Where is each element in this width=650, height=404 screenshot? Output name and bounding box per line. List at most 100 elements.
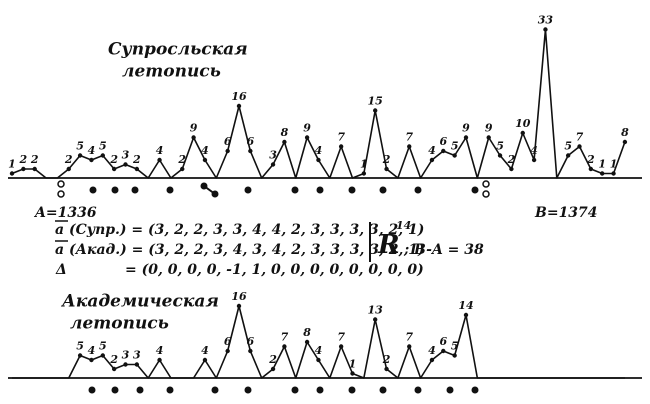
point xyxy=(202,157,208,163)
value-label: 2 xyxy=(64,153,73,166)
value-label: 7 xyxy=(405,331,413,344)
marker xyxy=(291,386,299,394)
value-label: 2 xyxy=(382,153,391,166)
annotation: ; B-A = 38 xyxy=(403,242,484,258)
point xyxy=(429,157,435,163)
point xyxy=(463,135,469,140)
point xyxy=(191,135,196,140)
value-label: 16 xyxy=(231,290,247,303)
point xyxy=(123,162,128,167)
value-label: 7 xyxy=(337,331,345,344)
marker xyxy=(348,386,356,394)
point xyxy=(452,153,457,158)
value-label: 10 xyxy=(515,117,531,130)
point xyxy=(134,166,140,172)
point xyxy=(9,171,15,176)
value-label: 6 xyxy=(247,135,255,148)
marker xyxy=(131,186,139,194)
annotation: Δ xyxy=(55,262,67,278)
value-label: 2 xyxy=(30,153,39,166)
value-label: 15 xyxy=(368,95,383,108)
marker xyxy=(166,386,174,394)
marker xyxy=(111,186,119,194)
value-label: 2 xyxy=(586,153,595,166)
point xyxy=(304,339,310,345)
point xyxy=(463,312,469,318)
point xyxy=(565,153,571,158)
marker xyxy=(316,186,324,194)
marker xyxy=(136,386,144,394)
value-label: 6 xyxy=(439,335,447,348)
marker xyxy=(166,186,174,194)
point xyxy=(577,144,582,149)
value-label: 7 xyxy=(281,331,289,344)
point xyxy=(32,166,37,172)
value-label: 5 xyxy=(564,140,572,153)
value-label: 3 xyxy=(133,349,141,362)
value-label: 4 xyxy=(428,344,436,357)
marker xyxy=(111,386,119,394)
point xyxy=(225,348,230,354)
value-label: 5 xyxy=(99,340,107,353)
value-label: 9 xyxy=(485,122,493,135)
marker xyxy=(414,386,422,394)
point xyxy=(180,166,185,172)
chart-title: Супросльская xyxy=(108,40,248,60)
point xyxy=(452,353,457,358)
point xyxy=(304,135,310,140)
marker xyxy=(379,386,387,394)
point xyxy=(486,135,491,140)
value-label: 14 xyxy=(458,299,473,312)
point xyxy=(407,144,412,149)
point xyxy=(100,353,106,358)
marker xyxy=(89,186,97,194)
value-label: 2 xyxy=(382,353,391,366)
value-label: 9 xyxy=(462,122,470,135)
value-label: 7 xyxy=(337,131,345,144)
annotation: = (0, 0, 0, 0, -1, 1, 0, 0, 0, 0, 0, 0, … xyxy=(125,262,424,278)
point xyxy=(622,139,628,145)
point xyxy=(316,157,321,163)
point xyxy=(157,357,162,363)
value-label: 3 xyxy=(122,349,130,362)
point xyxy=(100,153,106,158)
value-label: 2 xyxy=(132,153,141,166)
value-label: 3 xyxy=(269,149,277,162)
value-label: 9 xyxy=(190,122,198,135)
marker xyxy=(348,186,356,194)
value-label: 5 xyxy=(76,340,84,353)
point xyxy=(89,157,94,163)
marker xyxy=(291,186,299,194)
point xyxy=(134,362,140,367)
annotation: a (Супр.) = (3, 2, 2, 3, 3, 4, 4, 2, 3, … xyxy=(55,222,424,238)
point xyxy=(441,348,446,354)
point xyxy=(531,157,537,163)
value-label: 9 xyxy=(303,122,311,135)
marker xyxy=(414,186,422,194)
value-label: 13 xyxy=(368,304,384,317)
value-label: 33 xyxy=(538,14,554,27)
value-label: 8 xyxy=(303,326,311,339)
value-label: 3 xyxy=(122,149,130,162)
value-label: 5 xyxy=(99,140,107,153)
point xyxy=(236,103,242,109)
annotation: R xyxy=(377,230,400,260)
point xyxy=(270,366,276,372)
point xyxy=(66,166,71,172)
point xyxy=(89,357,94,363)
open-marker xyxy=(57,190,65,198)
point xyxy=(77,153,83,158)
point xyxy=(338,344,344,349)
bottom-markers xyxy=(88,386,479,394)
value-label: 4 xyxy=(530,144,538,157)
value-label: 1 xyxy=(610,158,618,171)
point xyxy=(384,166,389,172)
point xyxy=(111,166,117,172)
value-label: 2 xyxy=(19,153,28,166)
value-label: 5 xyxy=(76,140,84,153)
open-marker xyxy=(482,180,490,188)
marker xyxy=(244,386,252,394)
marker xyxy=(316,386,324,394)
point xyxy=(611,171,616,176)
value-label: 6 xyxy=(224,135,232,148)
